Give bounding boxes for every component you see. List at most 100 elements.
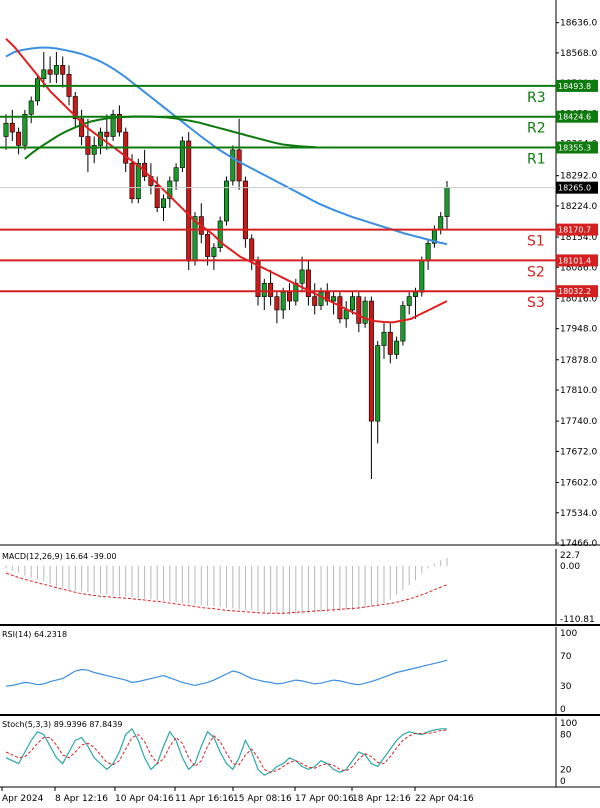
price-tick-label: 18292.0 <box>560 172 597 182</box>
stoch-tick-label: 20 <box>560 765 572 775</box>
price-tick-label: 18568.0 <box>560 49 597 59</box>
candle-body <box>3 122 9 137</box>
candle-body <box>387 331 393 355</box>
time-tick-label: 10 Apr 04:16 <box>115 794 174 804</box>
candle-body <box>312 296 318 306</box>
candle-body <box>299 269 305 284</box>
candle-body <box>34 78 40 102</box>
level-name-label: S2 <box>527 264 545 280</box>
level-value-label: 18355.3 <box>558 144 591 153</box>
candle-body <box>331 296 337 302</box>
stoch-tick-label: 80 <box>560 731 572 741</box>
candle-body <box>406 296 412 306</box>
level-name-label: R2 <box>527 121 546 137</box>
level-name-label: R1 <box>527 152 546 168</box>
candle-body <box>381 331 387 346</box>
candle-body <box>412 291 418 297</box>
stoch-background <box>0 717 556 787</box>
rsi-tick-label: 0 <box>560 705 566 715</box>
time-tick-label: 15 Apr 08:16 <box>233 794 292 804</box>
candle-body <box>41 69 47 80</box>
candle-body <box>400 305 406 342</box>
stoch-d-line <box>5 729 448 773</box>
price-tick-label: 17810.0 <box>560 386 597 396</box>
candle-body <box>91 145 97 155</box>
candle-body <box>375 345 381 422</box>
level-value-box <box>556 79 598 92</box>
candle-body <box>179 140 185 168</box>
moving-average-line <box>24 115 317 160</box>
stoch-label: Stoch(5,3,3) 89.9396 87.8439 <box>2 720 122 729</box>
candle-body <box>249 238 255 262</box>
rsi-tick-label: 30 <box>560 682 572 692</box>
macd-tick-label: -110.81 <box>560 615 595 625</box>
candle-body <box>104 131 110 137</box>
stoch-tick-label: 100 <box>560 719 577 729</box>
macd-signal-line <box>5 572 448 614</box>
macd-label: MACD(12,26,9) 16.64 -39.00 <box>2 552 117 561</box>
level-name-label: S3 <box>527 295 545 311</box>
time-tick-label: 17 Apr 00:16 <box>295 794 354 804</box>
time-tick-label: Apr 2024 <box>2 794 44 804</box>
candle-body <box>186 140 192 262</box>
candle-body <box>318 291 324 306</box>
rsi-line <box>5 659 448 687</box>
candle-body <box>419 260 425 293</box>
price-tick-label: 18636.0 <box>560 19 597 29</box>
candle-body <box>211 247 217 257</box>
candle-body <box>224 180 230 222</box>
level-name-label: S1 <box>527 234 545 250</box>
price-tick-label: 17672.0 <box>560 447 597 457</box>
price-tick-label: 18016.0 <box>560 294 597 304</box>
candle-body <box>438 216 444 231</box>
macd-tick-label: 0.00 <box>560 562 580 572</box>
candle-body <box>135 162 141 200</box>
level-value-box <box>556 254 598 267</box>
current-price-box <box>556 181 598 194</box>
candle-body <box>343 309 349 320</box>
candle-body <box>22 113 28 146</box>
level-value-box <box>556 110 598 123</box>
level-value-label: 18170.7 <box>558 226 591 235</box>
price-tick-label: 17878.0 <box>560 356 597 366</box>
candle-body <box>9 122 15 133</box>
rsi-tick-label: 70 <box>560 652 572 662</box>
time-tick-label: 11 Apr 16:16 <box>175 794 234 804</box>
candle-body <box>16 131 22 146</box>
price-tick-label: 18086.0 <box>560 263 597 273</box>
macd-panel: 22.70.00 -110.81 MACD(12,26,9) 16.64 -39.0… <box>0 549 600 626</box>
stoch-panel: 100 80 20 0 Stoch(5,3,3) 89.9396 87.8439 <box>0 717 600 788</box>
candle-body <box>362 300 368 324</box>
price-tick-label: 17466.0 <box>560 539 597 549</box>
moving-average-line <box>5 37 448 324</box>
rsi-background <box>0 627 556 715</box>
level-value-label: 18493.8 <box>558 82 591 91</box>
candle-body <box>444 187 450 217</box>
candle-body <box>79 118 85 137</box>
candle-body <box>110 113 116 137</box>
time-tick-label: 8 Apr 12:16 <box>55 794 108 804</box>
price-tick-label: 18224.0 <box>560 202 597 212</box>
candle-body <box>167 180 173 200</box>
price-tick-label: 17948.0 <box>560 325 597 335</box>
candle-body <box>242 180 248 240</box>
moving-average-line <box>5 46 448 246</box>
candle-body <box>261 282 267 297</box>
candle-body <box>356 296 362 324</box>
candle-body <box>230 149 236 182</box>
stoch-k-line <box>5 727 447 776</box>
price-tick-label: 18154.0 <box>560 233 597 243</box>
candle-body <box>268 282 274 297</box>
macd-background <box>0 549 556 625</box>
rsi-tick-label: 100 <box>560 629 577 639</box>
candle-body <box>154 185 160 208</box>
candle-body <box>60 65 66 75</box>
candle-body <box>161 198 167 208</box>
candle-body <box>28 100 34 115</box>
candle-body <box>116 113 122 133</box>
price-tick-label: 17602.0 <box>560 479 597 489</box>
candle-body <box>129 162 135 200</box>
candle-body <box>236 149 242 182</box>
candle-body <box>173 167 179 182</box>
